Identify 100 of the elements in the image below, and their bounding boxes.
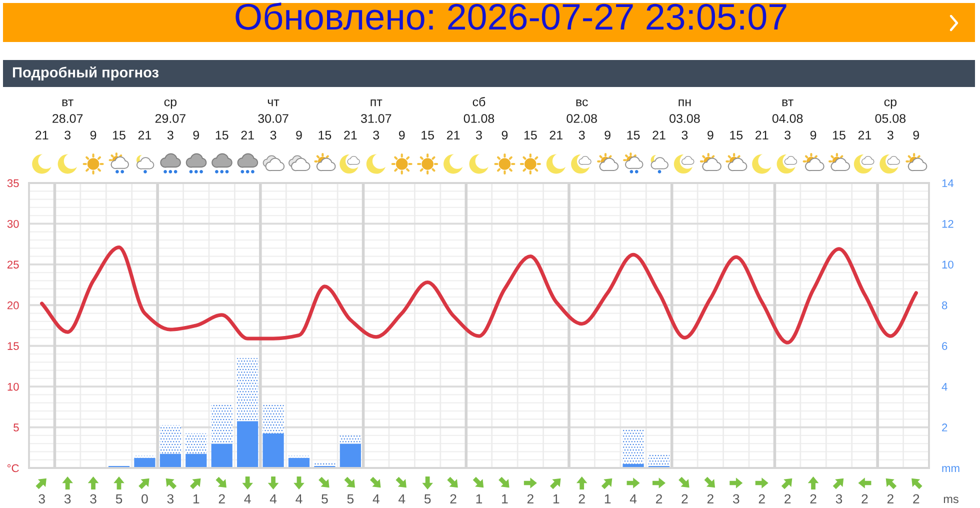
y2-tick-label: 14 [942, 179, 954, 188]
y2-tick-label: 12 [942, 220, 954, 228]
data-label: 2 [862, 494, 868, 504]
data-label: 3 [90, 494, 96, 504]
data-label: 2 [527, 494, 534, 504]
bar [314, 462, 336, 466]
data-label: 4 [372, 494, 380, 504]
data-label: 4 [630, 494, 637, 504]
x-tick-label: 9 [296, 130, 302, 140]
x-tick-label: вс 02.08 3 [566, 99, 597, 140]
data-label: 2 [887, 494, 894, 504]
y-tick-label: 15 [8, 342, 19, 350]
data-label: 2 [810, 494, 816, 504]
x-tick-label: 15 [833, 130, 846, 140]
data-label: 1 [193, 494, 200, 504]
bar [160, 454, 181, 468]
x-tick-label: 15 [113, 130, 126, 140]
x-tick-label: ср 29.07 3 [155, 99, 186, 140]
x-tick-label: пн 03.08 3 [670, 100, 700, 140]
x-tick-label: 21 [138, 130, 152, 140]
data-label: 1 [502, 494, 508, 504]
data-label: 2 [784, 494, 791, 504]
data-label: 3 [38, 494, 45, 504]
y-tick-label: 20 [7, 301, 19, 310]
y2-tick-label: 10 [942, 260, 954, 269]
bar [211, 444, 232, 468]
y-tick-label: 10 [8, 382, 19, 391]
data-label: 2 [682, 494, 688, 504]
x-tick-label: 21 [446, 130, 460, 140]
data-label: 3 [836, 494, 842, 504]
bar [340, 435, 361, 444]
data-label: 3 [732, 494, 740, 504]
x-tick-label: вт 04.08 3 [772, 100, 803, 140]
x-tick-label: чт 30.07 3 [258, 100, 288, 140]
data-label: 1 [553, 494, 560, 504]
x-tick-label: 9 [398, 130, 405, 140]
bar [648, 454, 670, 466]
x-tick-label: 15 [318, 130, 332, 140]
bar [237, 358, 258, 422]
data-label: 5 [347, 494, 354, 504]
x-tick-label: 21 [858, 130, 872, 140]
bar [186, 454, 207, 468]
x-tick-label: 9 [810, 130, 816, 140]
data-label: 5 [116, 494, 122, 504]
data-label: 4 [398, 494, 406, 504]
data-label: 3 [167, 494, 174, 504]
x-tick-label: 21 [652, 130, 666, 140]
data-label: 2 [758, 494, 765, 504]
data-label: 5 [322, 494, 328, 504]
data-label: 1 [604, 494, 611, 504]
x-tick-label: 15 [627, 130, 640, 140]
bar [211, 404, 232, 444]
data-label: 3 [64, 494, 71, 504]
x-tick-label: 15 [422, 130, 434, 140]
x-tick-label: 21 [550, 130, 562, 140]
y-tick-label: 5 [14, 424, 19, 432]
data-label: 4 [296, 494, 302, 504]
x-tick-label: 21 [756, 130, 768, 140]
bar [622, 429, 644, 464]
data-label: 2 [913, 494, 920, 504]
x-tick-label: пт 31.07 3 [360, 100, 392, 140]
x-tick-label: 15 [524, 130, 537, 140]
chart-subtitle: Подробный прогноз [12, 66, 159, 80]
x-tick-label: 21 [36, 130, 48, 140]
data-label: 0 [142, 494, 148, 504]
data-label: 2 [450, 494, 456, 504]
y2-tick-label: 4 [942, 382, 948, 391]
bar [262, 404, 284, 434]
data-label: 2 [218, 494, 225, 504]
x-tick-label: 15 [216, 130, 228, 140]
x-tick-label: ср 05.08 3 [875, 99, 906, 140]
x-tick-label: 9 [90, 130, 96, 140]
x-tick-label: 9 [708, 130, 714, 140]
x-tick-label: вт 28.07 3 [52, 100, 83, 140]
data-label: 4 [244, 494, 251, 504]
x-tick-label: 9 [502, 130, 508, 140]
data-label: 5 [424, 494, 431, 504]
x-tick-label: 21 [344, 130, 357, 140]
bar [160, 425, 181, 454]
x-tick-label: 9 [193, 130, 200, 140]
chart-title: Обновлено: 2026-07-27 23:05:07 [236, 2, 786, 30]
bar [134, 458, 156, 468]
data-label: 1 [476, 494, 482, 504]
bar [186, 433, 207, 454]
y2-tick-label: 8 [942, 301, 948, 310]
y2-tick-label: 6 [942, 342, 948, 350]
x-tick-label: 9 [913, 130, 920, 140]
data-label: 2 [707, 494, 714, 504]
bar [237, 421, 258, 468]
data-label: 2 [578, 494, 585, 504]
y-tick-label: 25 [7, 260, 19, 269]
y-tick-label: 30 [7, 220, 19, 228]
x-tick-label: 15 [730, 130, 743, 140]
y2-tick-label: 2 [942, 424, 948, 432]
y-tick-label: °C [7, 464, 19, 472]
x-tick-label: сб 01.08 3 [464, 96, 494, 140]
data-label: 4 [270, 494, 277, 504]
line-series [40, 246, 918, 344]
data-label: 2 [656, 494, 662, 504]
y2-tick-label: mm [942, 466, 960, 472]
